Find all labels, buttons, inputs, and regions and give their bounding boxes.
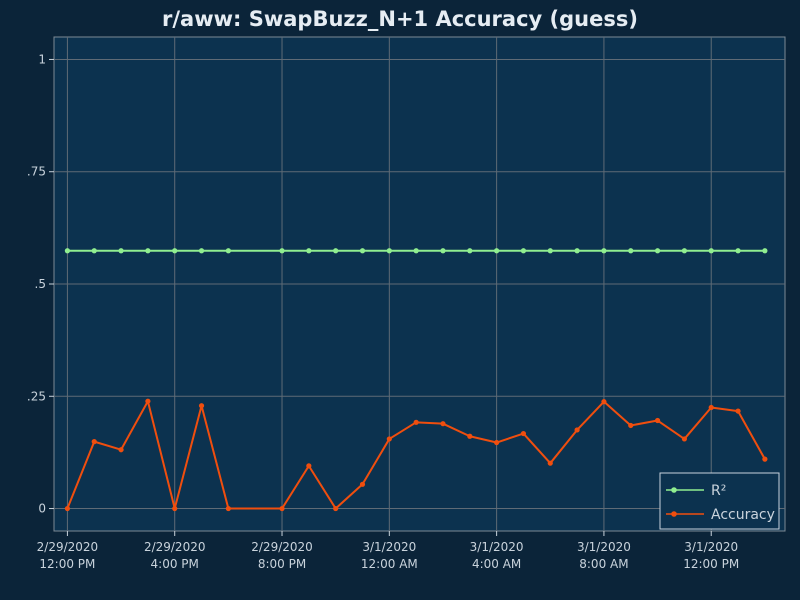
- legend-label: Accuracy: [711, 507, 775, 523]
- data-point: [413, 419, 419, 425]
- data-point: [654, 417, 661, 424]
- data-point: [628, 248, 634, 254]
- data-point: [172, 248, 178, 254]
- data-point: [520, 430, 527, 437]
- data-point: [601, 399, 607, 405]
- x-tick-label-date: 2/29/2020: [251, 540, 313, 554]
- data-point: [762, 248, 768, 254]
- data-point: [413, 248, 419, 254]
- x-tick-label-time: 12:00 PM: [683, 557, 739, 571]
- data-point: [91, 248, 97, 254]
- grid-lines: [54, 37, 785, 531]
- data-point: [279, 505, 285, 512]
- legend-box: [659, 472, 780, 530]
- data-point: [359, 481, 366, 487]
- x-tick-label-time: 12:00 AM: [361, 557, 418, 571]
- legend: R² Accuracy: [659, 472, 780, 530]
- data-point: [306, 248, 312, 254]
- data-point: [145, 248, 151, 254]
- data-point: [574, 248, 580, 254]
- data-point: [574, 427, 580, 433]
- series-accuracy: [64, 398, 768, 512]
- data-point: [172, 505, 178, 512]
- data-point: [467, 433, 473, 439]
- data-point: [601, 248, 607, 254]
- data-point: [708, 404, 714, 411]
- legend-swatch-marker: [671, 511, 677, 517]
- x-tick-label-time: 12:00 PM: [39, 557, 95, 571]
- series-layer: [64, 248, 768, 512]
- x-tick-label-date: 2/29/2020: [144, 540, 206, 554]
- data-point: [225, 248, 231, 254]
- x-axis: 2/29/2020 12:00 PM 2/29/2020 4:00 PM 2/29/20…: [37, 531, 739, 571]
- data-point: [494, 439, 500, 446]
- legend-swatch-marker: [671, 487, 677, 493]
- x-tick-label-date: 3/1/2020: [577, 540, 631, 554]
- data-point: [118, 447, 124, 453]
- data-point: [64, 505, 71, 512]
- data-point: [91, 439, 97, 445]
- data-point: [225, 505, 231, 512]
- data-point: [681, 248, 688, 254]
- x-tick-label-date: 3/1/2020: [470, 540, 524, 554]
- x-tick-label-time: 4:00 PM: [151, 557, 199, 571]
- data-point: [333, 505, 339, 512]
- data-point: [467, 248, 473, 254]
- x-tick-label-time: 8:00 PM: [258, 557, 306, 571]
- data-point: [547, 460, 553, 466]
- data-point: [494, 248, 500, 254]
- data-point: [386, 436, 392, 442]
- chart-title: r/aww: SwapBuzz_N+1 Accuracy (guess): [162, 7, 638, 31]
- data-point: [681, 436, 688, 442]
- data-point: [440, 248, 446, 254]
- x-tick-label-date: 2/29/2020: [37, 540, 99, 554]
- data-point: [306, 463, 312, 469]
- data-point: [708, 248, 714, 254]
- data-point: [386, 248, 392, 254]
- x-tick-label-time: 8:00 AM: [579, 557, 628, 571]
- data-point: [735, 248, 741, 254]
- data-point: [279, 248, 285, 254]
- data-point: [628, 422, 634, 429]
- x-tick-label-time: 4:00 AM: [472, 557, 521, 571]
- series-line: [66, 400, 766, 510]
- y-tick-label: 0: [38, 502, 46, 516]
- data-point: [654, 248, 661, 254]
- series-r-squared: [64, 248, 768, 254]
- y-tick-label: .5: [35, 277, 46, 291]
- y-tick-label: 1: [38, 52, 46, 66]
- legend-label: R²: [711, 483, 726, 499]
- data-point: [145, 398, 151, 404]
- data-point: [198, 248, 205, 254]
- x-tick-label-date: 3/1/2020: [362, 540, 416, 554]
- data-point: [440, 421, 446, 427]
- legend-item: Accuracy: [666, 507, 775, 523]
- data-point: [64, 248, 71, 254]
- data-point: [118, 248, 124, 254]
- data-point: [762, 456, 768, 462]
- y-tick-label: .75: [27, 165, 46, 179]
- data-point: [333, 248, 339, 254]
- data-point: [547, 248, 553, 254]
- data-point: [520, 248, 527, 254]
- y-tick-label: .25: [27, 389, 46, 403]
- y-axis: 0 .25 .5 .75 1: [27, 52, 54, 516]
- x-tick-label-date: 3/1/2020: [684, 540, 738, 554]
- legend-item: R²: [666, 483, 726, 499]
- data-point: [735, 408, 741, 414]
- data-point: [198, 403, 205, 409]
- data-point: [359, 248, 366, 254]
